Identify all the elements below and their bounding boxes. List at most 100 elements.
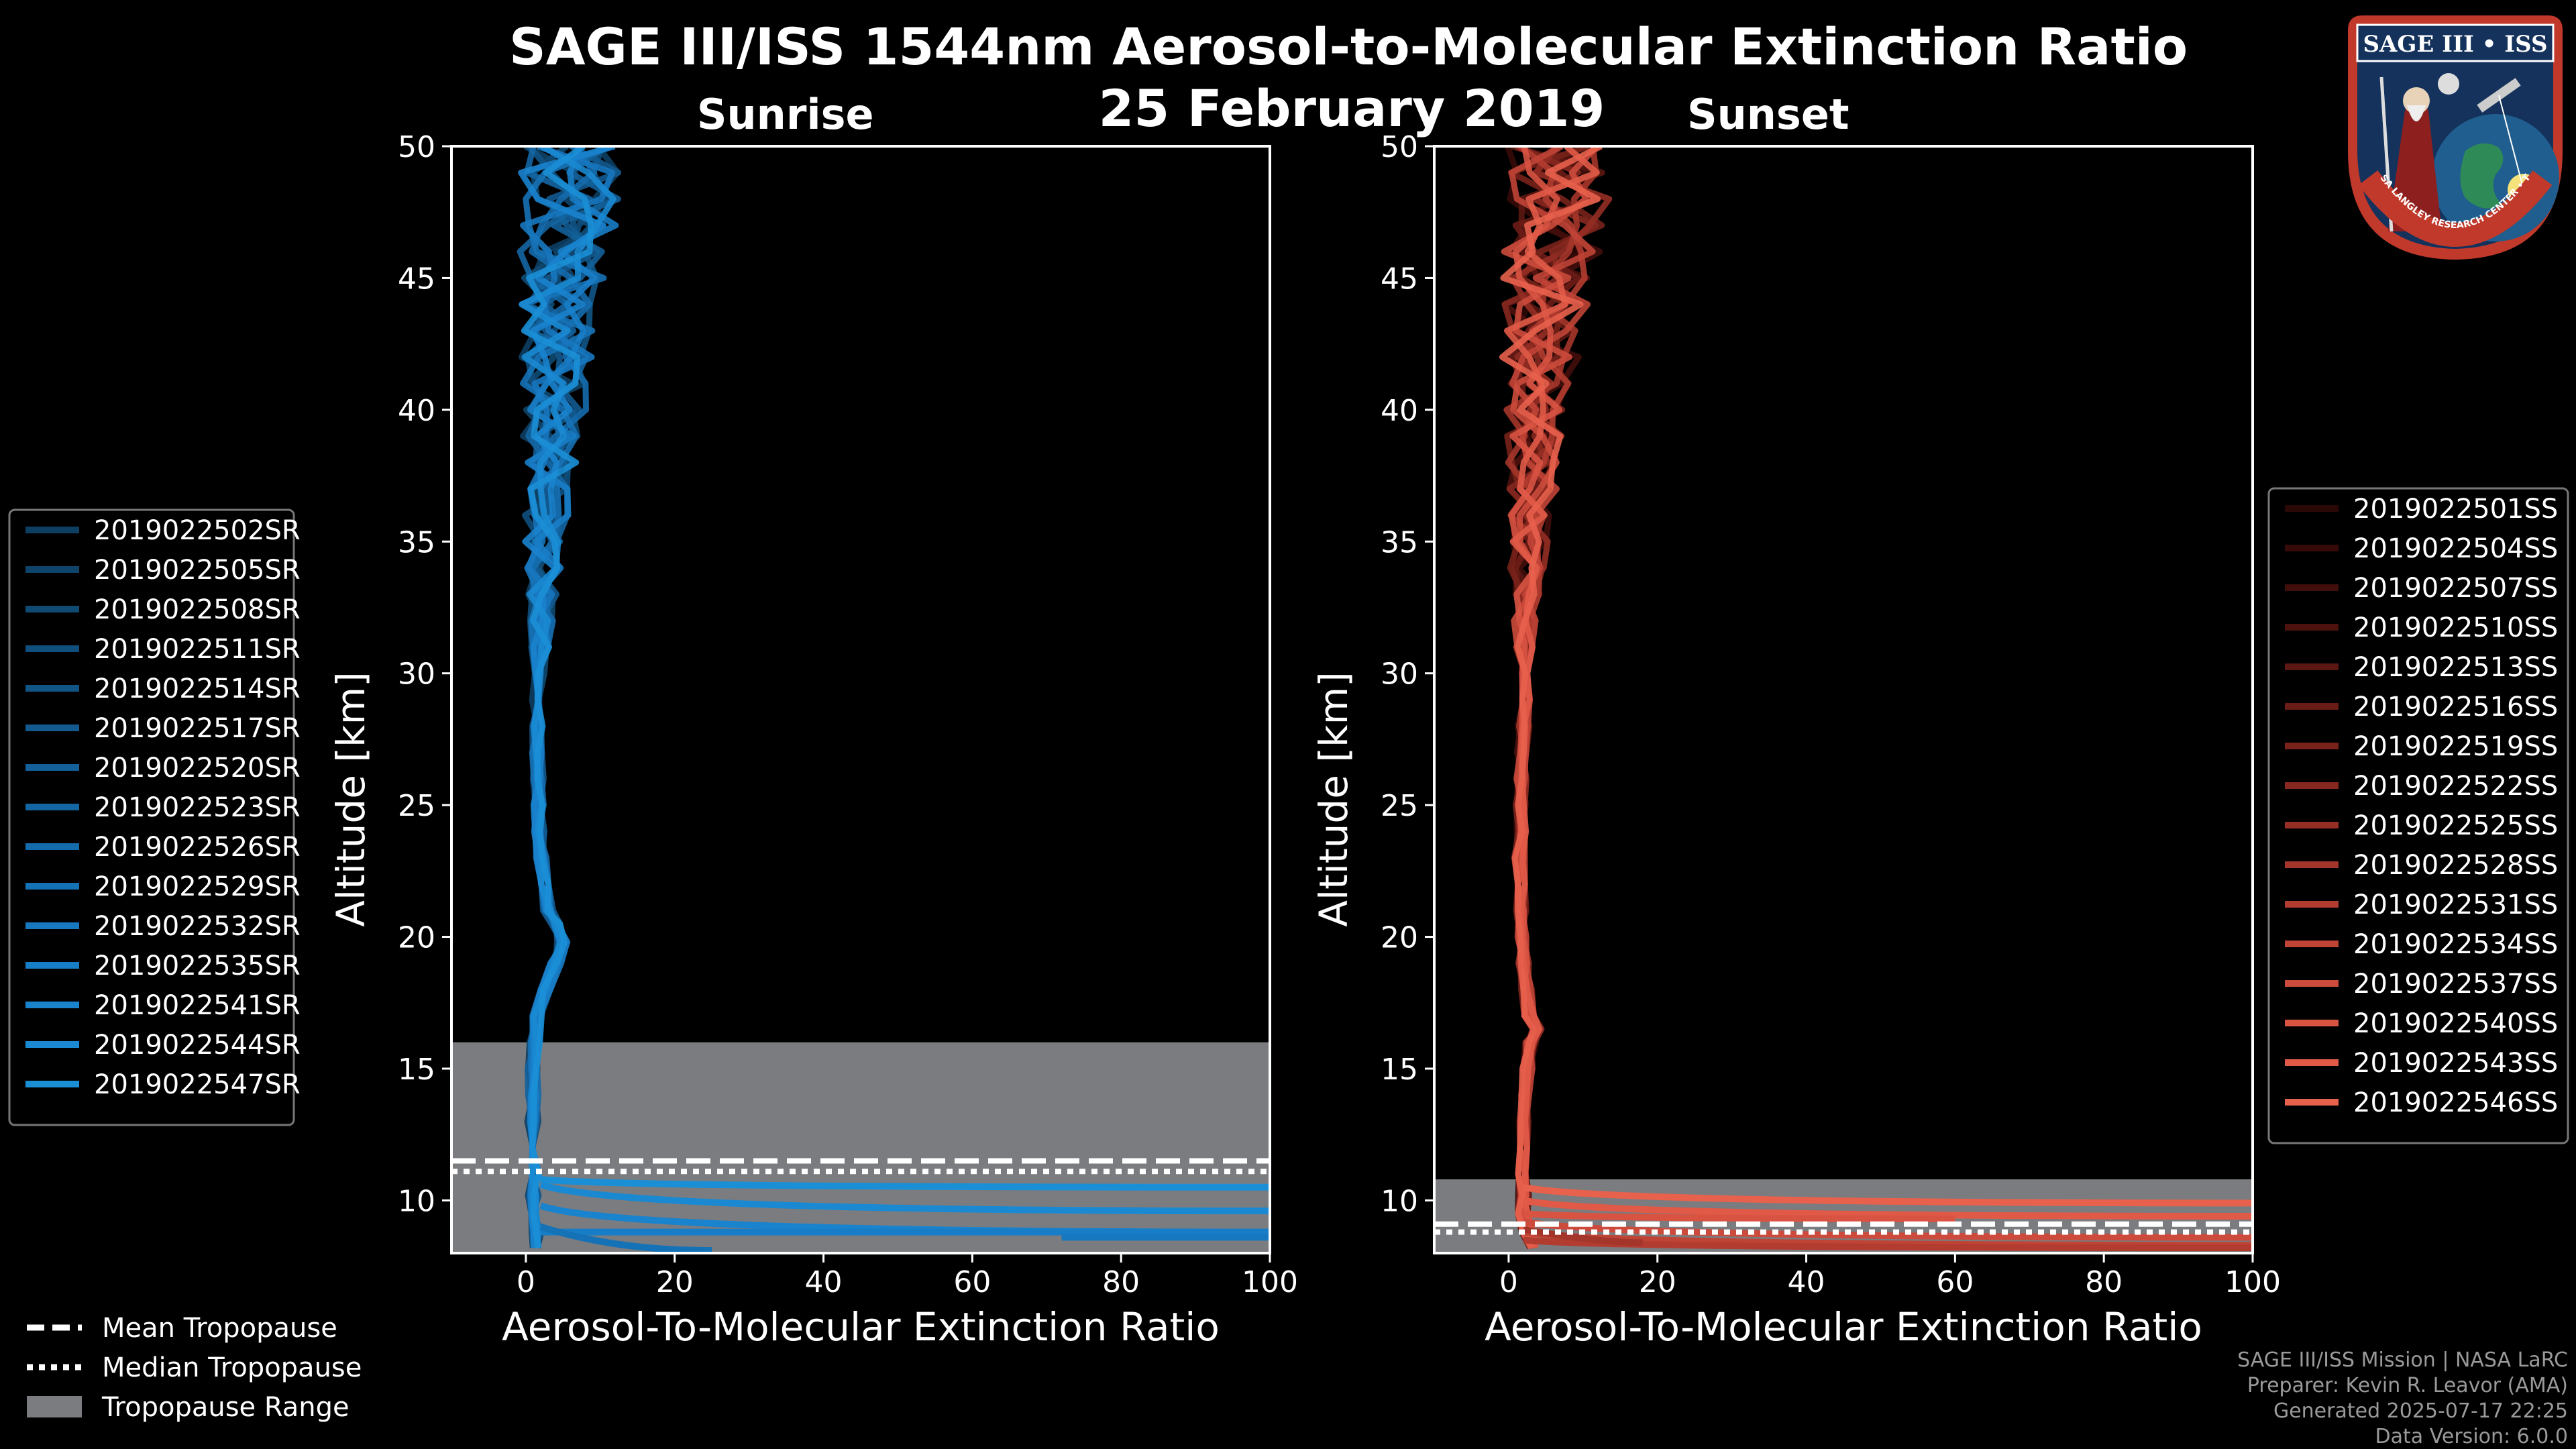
excursion-line [1523, 1210, 1955, 1222]
y-tick-label: 40 [1381, 394, 1418, 428]
x-tick-label: 80 [2085, 1265, 2123, 1299]
y-tick-label: 10 [398, 1184, 435, 1218]
legend-box [2267, 487, 2569, 1144]
footer-credits: SAGE III/ISS Mission | NASA LaRC Prepare… [2237, 1348, 2568, 1448]
x-tick-label: 0 [517, 1265, 535, 1299]
legend-label: 2019022508SR [94, 594, 301, 625]
plot-area [1499, 146, 2253, 1252]
profile-line-2019022546SS [1499, 146, 1603, 1250]
legend-label: 2019022525SS [2353, 810, 2558, 841]
y-tick-label: 35 [1381, 525, 1418, 559]
excursion-line [539, 1181, 1270, 1215]
y-tick-label: 35 [398, 525, 435, 559]
logo-measurement-beam-icon [2498, 95, 2524, 191]
logo-ring-band [2358, 170, 2553, 247]
logo-beard-icon [2407, 105, 2426, 121]
legend-label: 2019022523SR [94, 792, 301, 823]
y-tick-label: 50 [398, 130, 435, 164]
excursion-line [1523, 1226, 1643, 1246]
legend-label: 2019022520SR [94, 753, 301, 784]
legend-label: 2019022522SS [2353, 771, 2558, 802]
y-tick-label: 25 [398, 789, 435, 823]
logo-moon-icon [2438, 73, 2459, 95]
legend-label: 2019022511SR [94, 634, 301, 665]
plot-frame [1433, 145, 2254, 1254]
excursion-line [1523, 1236, 2253, 1252]
excursion-line [1523, 1183, 2253, 1207]
excursion-line [1523, 1197, 2253, 1220]
legend-label: 2019022516SS [2353, 692, 2558, 722]
legend-label: 2019022502SR [94, 515, 301, 546]
footer-generated: Generated 2025-07-17 22:25 [2273, 1399, 2568, 1423]
legend-label: 2019022505SR [94, 555, 301, 586]
x-tick-label: 0 [1499, 1265, 1518, 1299]
sage-iii-iss-mission-logo: SAGE III • ISS BALL • NASA LANGLEY RESEA… [2341, 10, 2563, 260]
y-tick-label: 30 [1381, 657, 1418, 692]
legend-label: 2019022501SS [2353, 494, 2558, 525]
legend-label: 2019022504SS [2353, 533, 2558, 564]
footer-preparer: Preparer: Kevin R. Leavor (AMA) [2247, 1374, 2568, 1397]
x-tick-label: 40 [1788, 1265, 1825, 1299]
legend-label: 2019022513SS [2353, 652, 2558, 683]
excursion-line [540, 1176, 1270, 1191]
panel-subtitle: Sunset [1687, 90, 1849, 139]
y-axis-label: Altitude [km] [1311, 672, 1356, 926]
y-axis-label: Altitude [km] [328, 672, 374, 926]
legend-label: 2019022507SS [2353, 573, 2558, 604]
panel-subtitle: Sunrise [697, 90, 874, 139]
legend-label: 2019022532SR [94, 911, 301, 942]
sunset-legend: 2019022501SS 2019022504SS 2019022507SS 2019… [2267, 487, 2569, 1144]
y-tick-label: 40 [398, 394, 435, 428]
y-tick-label: 15 [398, 1053, 435, 1087]
y-tick-label: 45 [398, 262, 435, 296]
footer-mission: SAGE III/ISS Mission | NASA LaRC [2237, 1348, 2568, 1372]
figure-title-line2: 25 February 2019 [1099, 78, 1605, 138]
tropopause-range-band [451, 1042, 1270, 1253]
x-tick-label: 60 [953, 1265, 991, 1299]
logo-landmass-icon [2460, 143, 2504, 209]
legend-label: 2019022547SR [94, 1069, 301, 1100]
plot-area [517, 146, 1270, 1253]
x-tick-label: 100 [1242, 1265, 1298, 1299]
legend-label: 2019022514SR [94, 674, 301, 704]
legend-label: 2019022528SS [2353, 850, 2558, 881]
legend-box [8, 508, 295, 1126]
plot-frame [450, 145, 1271, 1254]
x-axis-label: Aerosol-To-Molecular Extinction Ratio [1485, 1304, 2202, 1350]
y-tick-label: 15 [1381, 1053, 1418, 1087]
sunrise-panel: 0 20 40 60 80 100 10 15 20 25 30 35 40 45 50 Aerosol-To… [328, 90, 1298, 1350]
x-tick-label: 60 [1936, 1265, 1974, 1299]
y-tick-label: 50 [1381, 130, 1418, 164]
y-tick-label: 20 [1381, 921, 1418, 955]
legend-label: 2019022541SR [94, 990, 301, 1021]
legend-label: 2019022531SS [2353, 890, 2558, 920]
legend-label: 2019022526SR [94, 832, 301, 863]
tropopause-legend: Mean Tropopause Median Tropopause Tropopau… [27, 1313, 362, 1423]
legend-label: 2019022529SR [94, 871, 301, 902]
legend-label: 2019022510SS [2353, 612, 2558, 643]
sunrise-legend: 2019022502SR 2019022505SR 2019022508SR 2019… [8, 508, 301, 1126]
x-tick-label: 100 [2224, 1265, 2281, 1299]
profile-line-2019022547SR [521, 146, 594, 1248]
x-tick-label: 20 [1639, 1265, 1676, 1299]
y-tick-label: 30 [398, 657, 435, 692]
legend-label: 2019022517SR [94, 713, 301, 744]
x-tick-label: 20 [656, 1265, 694, 1299]
sunset-panel: 0 20 40 60 80 100 10 15 20 25 30 35 40 45 50 Aerosol-To… [1311, 90, 2281, 1350]
legend-label: 2019022546SS [2353, 1087, 2558, 1118]
tropopause-legend-label: Mean Tropopause [102, 1313, 337, 1344]
x-tick-label: 80 [1102, 1265, 1140, 1299]
x-axis-label: Aerosol-To-Molecular Extinction Ratio [502, 1304, 1220, 1350]
y-tick-label: 20 [398, 921, 435, 955]
y-tick-label: 25 [1381, 789, 1418, 823]
tropopause-range-swatch [27, 1396, 82, 1417]
legend-label: 2019022537SS [2353, 969, 2558, 1000]
legend-label: 2019022543SS [2353, 1048, 2558, 1079]
footer-version: Data Version: 6.0.0 [2375, 1425, 2568, 1448]
logo-banner [2356, 23, 2555, 62]
x-tick-label: 40 [805, 1265, 843, 1299]
tropopause-legend-label: Tropopause Range [101, 1392, 350, 1423]
legend-label: 2019022540SS [2353, 1008, 2558, 1039]
y-tick-label: 10 [1381, 1184, 1418, 1218]
